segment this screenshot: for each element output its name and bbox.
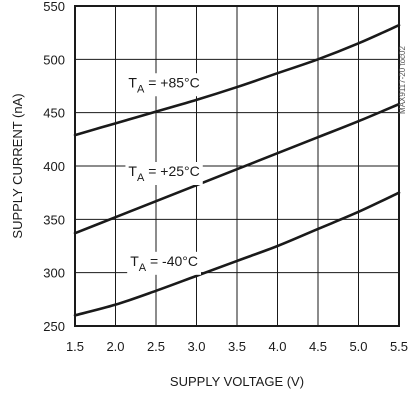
x-tick-label: 2.5 — [147, 339, 165, 354]
grid-lines — [75, 6, 399, 326]
x-axis-title: SUPPLY VOLTAGE (V) — [170, 374, 304, 389]
curve-labels: TA = +85°CTA = +25°CTA = -40°C — [125, 73, 203, 275]
y-axis-title: SUPPLY CURRENT (nA) — [10, 93, 25, 238]
curve-label-main: T — [130, 253, 139, 269]
y-tick-label: 350 — [43, 212, 65, 227]
x-tick-label: 3.5 — [228, 339, 246, 354]
y-tick-label: 500 — [43, 52, 65, 67]
series-line — [73, 191, 401, 317]
x-tick-label: 1.5 — [66, 339, 84, 354]
plot-frame — [74, 5, 400, 327]
curve-label: TA = +25°C — [128, 163, 199, 184]
curve-label-background — [125, 162, 203, 185]
y-tick-label: 400 — [43, 159, 65, 174]
curve-label-subscript: A — [137, 83, 145, 95]
y-tick-labels: 250 300 350 400 450 500 550 — [43, 0, 65, 334]
y-tick-label: 450 — [43, 106, 65, 121]
x-tick-label: 2.0 — [106, 339, 124, 354]
x-tick-label: 5.5 — [390, 339, 408, 354]
series-line — [73, 102, 401, 235]
x-tick-label: 5.0 — [349, 339, 367, 354]
curve-label: TA = +85°C — [128, 74, 199, 95]
x-tick-label: 4.5 — [309, 339, 327, 354]
curve-label-main: T — [128, 74, 137, 90]
watermark-text: MAX9117-20 toc02 — [398, 46, 407, 114]
curve-label-rest: = -40°C — [146, 253, 198, 269]
y-tick-label: 300 — [43, 266, 65, 281]
curve-label-background — [125, 73, 203, 97]
curve-label-background — [127, 251, 202, 275]
series-line — [73, 23, 401, 137]
x-tick-label: 3.0 — [187, 339, 205, 354]
curve-label-rest: = +85°C — [144, 74, 199, 90]
curve-label-subscript: A — [137, 172, 145, 184]
y-tick-label: 550 — [43, 0, 65, 14]
curve-label: TA = -40°C — [130, 253, 198, 274]
curve-label-rest: = +25°C — [144, 163, 199, 179]
y-tick-label: 250 — [43, 319, 65, 334]
x-tick-label: 4.0 — [268, 339, 286, 354]
curve-label-subscript: A — [139, 262, 147, 274]
curve-label-main: T — [128, 163, 137, 179]
x-tick-labels: 1.5 2.0 2.5 3.0 3.5 4.0 4.5 5.0 5.5 — [66, 339, 408, 354]
curves — [73, 23, 401, 317]
